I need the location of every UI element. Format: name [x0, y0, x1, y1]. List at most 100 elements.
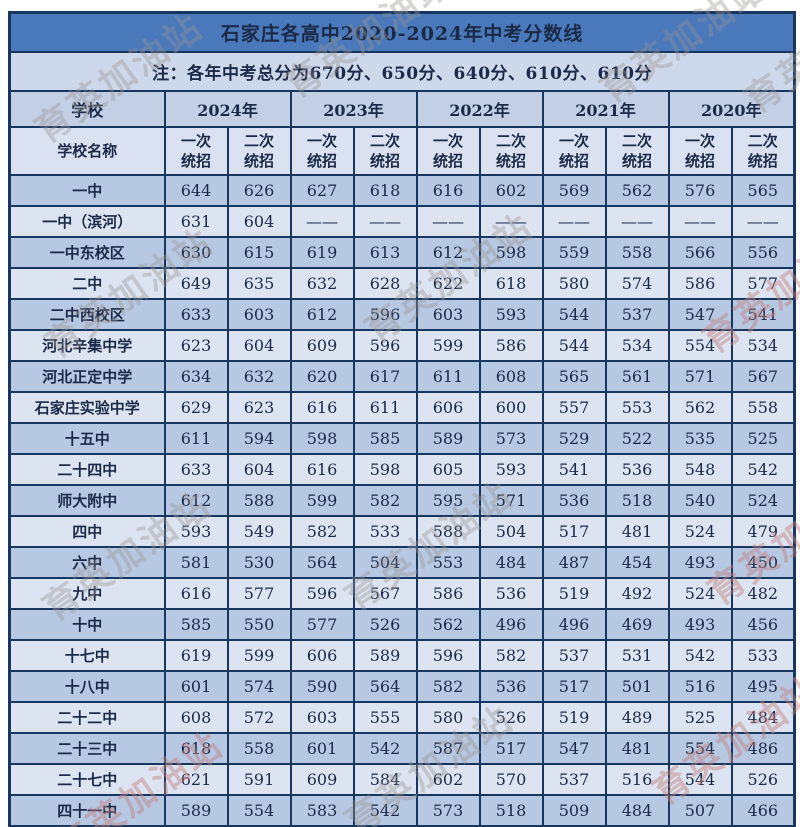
score-cell: 553 [604, 391, 670, 424]
score-cell: 496 [541, 608, 607, 641]
score-cell: 544 [541, 298, 607, 331]
score-cell: 536 [541, 484, 607, 517]
year-header: 2023年 [289, 90, 418, 128]
score-cell: 572 [226, 701, 292, 734]
score-cell: 516 [667, 670, 733, 703]
score-cell: —— [289, 205, 355, 238]
subcolumn-header: 二次 统招 [352, 126, 418, 176]
score-cell: 554 [667, 329, 733, 362]
score-cell: —— [730, 205, 796, 238]
score-cell: 484 [478, 546, 544, 579]
score-cell: 627 [289, 174, 355, 207]
score-cell: 540 [667, 484, 733, 517]
table-row: 师大附中 612 588 599 582 595 571 536 518 540 524 [8, 484, 796, 517]
table-row: 石家庄实验中学 629 623 616 611 606 600 557 553 562 558 [8, 391, 796, 424]
score-cell: 517 [541, 670, 607, 703]
table-row: 四中 593 549 582 533 588 504 517 481 524 479 [8, 515, 796, 548]
school-name-cell: 师大附中 [8, 484, 166, 517]
score-cell: 555 [352, 701, 418, 734]
score-cell: 611 [163, 422, 229, 455]
score-cell: 561 [604, 360, 670, 393]
score-cell: 554 [667, 732, 733, 765]
score-cell: 577 [730, 267, 796, 300]
score-cell: 454 [604, 546, 670, 579]
score-cell: 541 [730, 298, 796, 331]
score-cell: —— [478, 205, 544, 238]
score-cell: 466 [730, 794, 796, 827]
table-row: 十七中 619 599 606 589 596 582 537 531 542 533 [8, 639, 796, 672]
score-cell: 618 [478, 267, 544, 300]
score-cell: 604 [226, 205, 292, 238]
score-cell: 603 [415, 298, 481, 331]
score-cell: 644 [163, 174, 229, 207]
table-row: 一中（滨河） 631 604 —— —— —— —— —— —— —— —— [8, 205, 796, 238]
score-cell: 570 [478, 763, 544, 796]
score-cell: 616 [289, 391, 355, 424]
score-cell: 633 [163, 298, 229, 331]
score-cell: 533 [352, 515, 418, 548]
score-cell: 542 [667, 639, 733, 672]
score-cell: 562 [604, 174, 670, 207]
score-cell: 586 [478, 329, 544, 362]
score-cell: 558 [604, 236, 670, 269]
school-name-column-header: 学校名称 [8, 126, 166, 176]
score-cell: 596 [415, 639, 481, 672]
score-cell: 612 [289, 298, 355, 331]
score-cell: 596 [352, 298, 418, 331]
subcolumn-header: 二次 统招 [478, 126, 544, 176]
table-row: 河北正定中学 634 632 620 617 611 608 565 561 571 567 [8, 360, 796, 393]
score-cell: 649 [163, 267, 229, 300]
score-cell: 542 [730, 453, 796, 486]
year-header: 2024年 [163, 90, 292, 128]
table-row: 十五中 611 594 598 585 589 573 529 522 535 525 [8, 422, 796, 455]
score-cell: 571 [667, 360, 733, 393]
score-cell: 633 [163, 453, 229, 486]
score-cell: 584 [352, 763, 418, 796]
school-name-cell: 十五中 [8, 422, 166, 455]
score-cell: 553 [415, 546, 481, 579]
score-cell: 589 [415, 422, 481, 455]
table-row: 六中 581 530 564 504 553 484 487 454 493 450 [8, 546, 796, 579]
school-name-cell: 十中 [8, 608, 166, 641]
score-cell: 619 [289, 236, 355, 269]
score-cell: 517 [478, 732, 544, 765]
score-cell: 479 [730, 515, 796, 548]
score-cell: 606 [289, 639, 355, 672]
score-cell: 493 [667, 608, 733, 641]
score-cell: 585 [163, 608, 229, 641]
score-cell: 608 [478, 360, 544, 393]
score-cell: 531 [604, 639, 670, 672]
school-name-cell: 二中 [8, 267, 166, 300]
score-cell: 542 [352, 732, 418, 765]
score-cell: 587 [415, 732, 481, 765]
score-cell: 593 [478, 298, 544, 331]
year-header-row: 学校 2024年 2023年 2022年 2021年 2020年 [8, 90, 796, 128]
score-cell: 612 [163, 484, 229, 517]
table-row: 二中西校区 633 603 612 596 603 593 544 537 547 541 [8, 298, 796, 331]
table-row: 二十三中 618 558 601 542 587 517 547 481 554 486 [8, 732, 796, 765]
score-cell: 482 [730, 577, 796, 610]
score-cell: 537 [604, 298, 670, 331]
score-cell: 544 [667, 763, 733, 796]
school-name-cell: 四中 [8, 515, 166, 548]
score-cell: 504 [352, 546, 418, 579]
score-cell: 534 [730, 329, 796, 362]
score-cell: 536 [478, 670, 544, 703]
score-cell: 519 [541, 577, 607, 610]
score-cell: 628 [352, 267, 418, 300]
score-cell: 594 [226, 422, 292, 455]
score-cell: 548 [667, 453, 733, 486]
score-cell: 562 [667, 391, 733, 424]
score-cell: 618 [352, 174, 418, 207]
score-cell: 598 [352, 453, 418, 486]
score-cell: 589 [352, 639, 418, 672]
score-cell: 602 [478, 174, 544, 207]
score-cell: 484 [604, 794, 670, 827]
score-cell: 600 [478, 391, 544, 424]
subcolumn-header: 一次 统招 [667, 126, 733, 176]
score-cell: 609 [289, 763, 355, 796]
score-cell: 609 [289, 329, 355, 362]
corner-header: 学校 [8, 90, 166, 128]
score-cell: 567 [352, 577, 418, 610]
score-cell: 599 [226, 639, 292, 672]
